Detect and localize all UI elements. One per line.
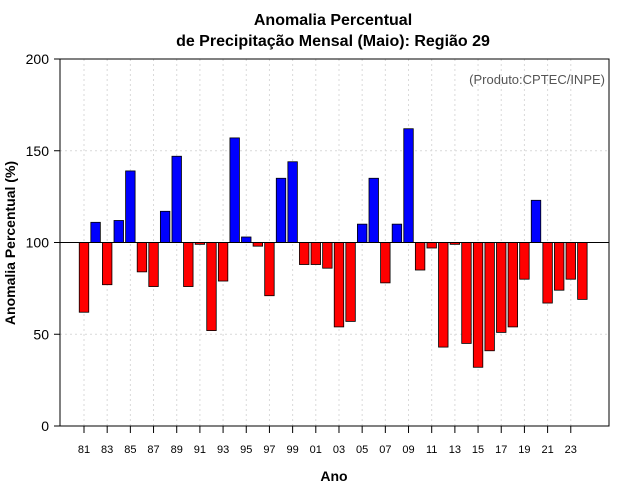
bar-90 <box>183 242 194 287</box>
xtick-label-17: 17 <box>495 444 507 456</box>
ytick-label-2: 100 <box>26 235 50 251</box>
xtick-label-83: 83 <box>101 444 113 456</box>
bar-11 <box>426 242 437 249</box>
xtick-label-07: 07 <box>379 444 391 456</box>
bar-20 <box>530 199 542 243</box>
bar-21 <box>542 242 553 304</box>
bar-01 <box>310 242 321 265</box>
bar-03 <box>333 242 345 328</box>
xtick-label-93: 93 <box>217 444 229 456</box>
bar-19 <box>519 242 530 280</box>
xtick-label-85: 85 <box>124 444 136 456</box>
xtick-label-95: 95 <box>240 444 252 456</box>
bar-85 <box>125 170 136 243</box>
y-axis-label: Anomalia Percentual (%) <box>2 161 18 325</box>
bar-09 <box>403 128 414 243</box>
bar-83 <box>102 242 113 286</box>
bar-22 <box>554 242 565 291</box>
bar-05 <box>357 223 368 243</box>
xtick-label-89: 89 <box>171 444 183 456</box>
bar-18 <box>507 242 518 328</box>
xtick-label-23: 23 <box>565 444 577 456</box>
xtick-label-11: 11 <box>426 444 437 456</box>
bar-88 <box>159 210 171 243</box>
ytick-label-1: 50 <box>33 326 49 342</box>
bar-87 <box>148 242 159 287</box>
ytick-label-4: 200 <box>26 51 50 67</box>
bar-86 <box>136 242 148 273</box>
xtick-label-97: 97 <box>263 444 275 456</box>
bar-00 <box>299 242 310 265</box>
bar-92 <box>206 242 217 331</box>
xtick-label-09: 09 <box>402 444 414 456</box>
bar-06 <box>368 177 379 243</box>
xtick-label-15: 15 <box>472 444 484 456</box>
xtick-label-03: 03 <box>333 444 345 456</box>
bar-82 <box>90 221 101 243</box>
xtick-label-21: 21 <box>541 444 553 456</box>
bar-99 <box>287 161 298 243</box>
xtick-label-99: 99 <box>286 444 298 456</box>
bar-12 <box>438 242 449 348</box>
chart-title-line1: Anomalia Percentual <box>254 12 412 29</box>
xtick-label-13: 13 <box>449 444 461 456</box>
bar-23 <box>565 242 576 280</box>
bar-15 <box>472 242 484 368</box>
bar-24 <box>577 242 588 300</box>
bar-96 <box>252 242 264 247</box>
bar-98 <box>275 177 287 243</box>
bar-10 <box>414 242 426 271</box>
bar-16 <box>484 242 495 352</box>
credit-text: (Produto:CPTEC/INPE) <box>469 72 605 87</box>
y-axis: 0 50 100 150 200 <box>26 51 60 434</box>
bar-95 <box>241 236 252 243</box>
ytick-label-3: 150 <box>26 143 50 159</box>
bar-02 <box>322 242 333 269</box>
bar-94 <box>229 137 240 243</box>
xtick-label-87: 87 <box>147 444 159 456</box>
ytick-label-0: 0 <box>41 418 49 434</box>
bar-89 <box>171 155 182 243</box>
bar-84 <box>113 220 124 243</box>
xtick-label-81: 81 <box>78 444 90 456</box>
bar-97 <box>264 242 275 297</box>
bar-14 <box>461 242 472 344</box>
bar-81 <box>78 242 90 313</box>
chart-title-line2: de Precipitação Mensal (Maio): Região 29 <box>176 33 490 50</box>
xtick-label-05: 05 <box>356 444 368 456</box>
x-axis: 81 83 85 87 89 91 93 95 97 99 01 03 05 07 09 11 13 15 17 19… <box>78 426 577 456</box>
xtick-label-91: 91 <box>194 444 206 456</box>
bar-04 <box>345 242 356 322</box>
bar-08 <box>391 223 403 243</box>
xtick-label-19: 19 <box>518 444 530 456</box>
bar-17 <box>496 242 507 333</box>
x-axis-label: Ano <box>320 468 347 484</box>
bar-93 <box>217 242 229 282</box>
bar-07 <box>380 242 391 284</box>
xtick-label-01: 01 <box>310 444 322 456</box>
bars <box>78 128 588 368</box>
